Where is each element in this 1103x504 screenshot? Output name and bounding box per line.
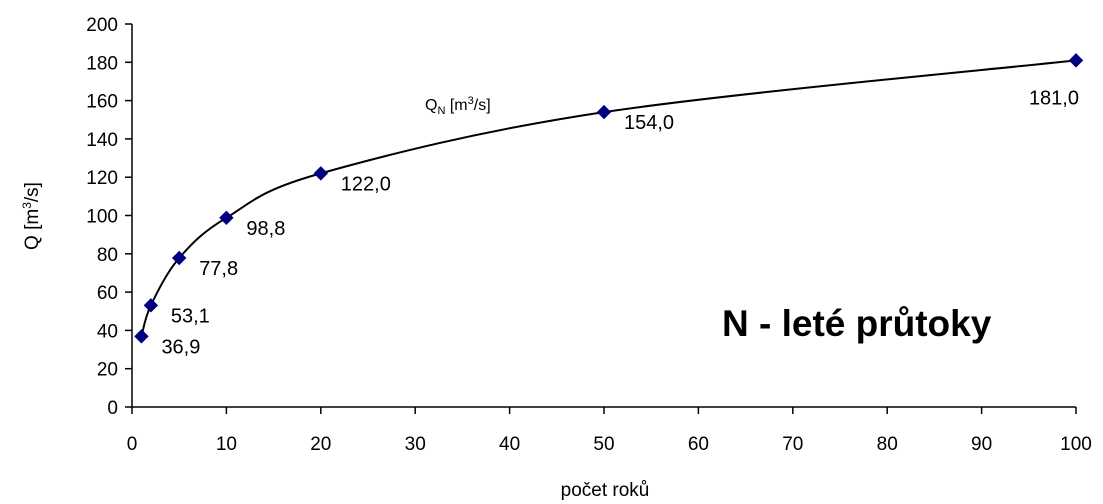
data-point-label: 53,1 [171, 305, 210, 327]
data-point-label: 154,0 [624, 112, 674, 134]
data-point-marker [171, 250, 187, 266]
y-tick-label: 0 [107, 398, 118, 419]
y-axis-title-base: Q [m [22, 209, 43, 250]
data-markers [134, 53, 1084, 344]
x-axis-title: počet roků [561, 480, 650, 501]
data-point-marker [219, 210, 234, 226]
data-point-marker [134, 329, 149, 344]
series-label: QN [m3/s] [425, 95, 491, 117]
data-point-label: 98,8 [246, 218, 285, 240]
data-point-label: 77,8 [199, 258, 238, 280]
data-labels: 36,9 53,1 77,8 98,8 122,0 154,0 181,0 [161, 87, 1079, 358]
y-tick-label: 120 [86, 168, 118, 189]
chart-title: N - leté průtoky [722, 303, 992, 344]
series-name-unit-sup: 3 [468, 95, 474, 107]
series-name-unit-end: /s] [474, 97, 491, 114]
data-point-marker [1068, 53, 1084, 68]
x-tick-label: 60 [688, 434, 709, 455]
series-name-base: Q [425, 97, 437, 114]
x-tick-label: 90 [971, 434, 992, 455]
x-tick-label: 50 [593, 434, 614, 455]
y-tick-label: 100 [86, 207, 118, 228]
data-point-label: 181,0 [1029, 87, 1079, 109]
x-tick-label: 0 [127, 434, 138, 455]
series-name-unit-start: [m [445, 97, 467, 114]
y-tick-label: 140 [86, 130, 118, 151]
y-tick-label: 20 [97, 360, 118, 381]
y-tick-label: 60 [97, 283, 118, 304]
x-ticks: 0 10 20 30 40 50 60 70 80 90 100 [127, 407, 1092, 455]
x-tick-label: 20 [310, 434, 331, 455]
y-axis-title: Q [m3/s] [20, 182, 43, 250]
y-tick-label: 180 [86, 53, 118, 74]
data-point-label: 122,0 [341, 173, 391, 195]
data-point-marker [596, 104, 612, 120]
y-tick-label: 160 [86, 92, 118, 113]
axes [131, 24, 1076, 408]
y-tick-label: 80 [97, 245, 118, 266]
y-ticks: 0 20 40 60 80 100 120 140 160 180 200 [86, 15, 132, 419]
data-point-label: 36,9 [161, 336, 200, 358]
data-point-marker [143, 298, 159, 313]
series-line [140, 59, 1077, 337]
x-tick-label: 30 [405, 434, 426, 455]
series-name-sub: N [437, 105, 445, 117]
x-tick-label: 40 [499, 434, 520, 455]
x-tick-label: 10 [216, 434, 237, 455]
y-axis-title-sup: 3 [20, 202, 34, 209]
y-tick-label: 40 [97, 321, 118, 342]
y-tick-label: 200 [86, 15, 118, 36]
x-tick-label: 80 [877, 434, 898, 455]
x-tick-label: 70 [782, 434, 803, 455]
y-axis-title-end: /s] [22, 182, 43, 202]
x-tick-label: 100 [1060, 434, 1092, 455]
data-point-marker [313, 166, 329, 181]
